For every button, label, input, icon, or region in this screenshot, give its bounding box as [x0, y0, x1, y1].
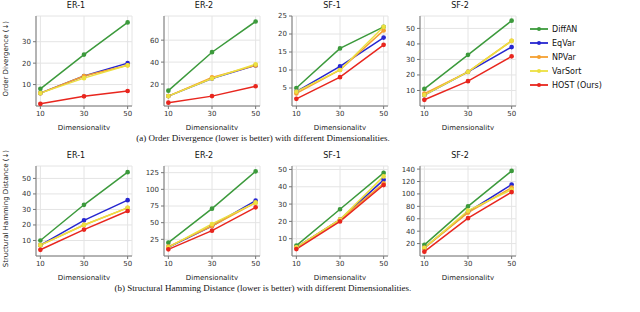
svg-text:40: 40 — [406, 228, 415, 236]
svg-text:Dimensionality: Dimensionality — [186, 124, 238, 130]
svg-text:Dimensionality: Dimensionality — [58, 124, 110, 130]
svg-text:20: 20 — [406, 71, 415, 79]
html-text:ER-1: ER-1 — [66, 151, 86, 160]
svg-text:50: 50 — [379, 110, 388, 118]
svg-text:50: 50 — [406, 25, 415, 33]
svg-text:10: 10 — [164, 110, 173, 118]
html-text:DiffAN: DiffAN — [552, 24, 578, 34]
svg-text:40: 40 — [406, 40, 415, 48]
svg-text:20: 20 — [150, 81, 159, 89]
svg-text:40: 40 — [150, 59, 159, 67]
svg-text:10: 10 — [164, 260, 173, 268]
svg-text:Dimensionality: Dimensionality — [314, 274, 366, 280]
html-text:HOST (Ours): HOST (Ours) — [552, 80, 602, 90]
svg-text:50: 50 — [507, 260, 516, 268]
svg-text:120: 120 — [402, 178, 415, 186]
svg-text:30: 30 — [336, 110, 345, 118]
svg-text:10: 10 — [22, 81, 31, 89]
svg-text:40: 40 — [22, 190, 31, 198]
svg-text:10: 10 — [22, 237, 31, 245]
svg-text:50: 50 — [251, 260, 260, 268]
svg-text:140: 140 — [402, 166, 415, 174]
svg-text:100: 100 — [146, 186, 159, 194]
html-text:EqVar: EqVar — [552, 38, 576, 48]
html-text:NPVar: NPVar — [552, 52, 576, 62]
svg-text:30: 30 — [406, 56, 415, 64]
html-text:(b) Structural Hamming Distanc: (b) Structural Hamming Distance (lower i… — [114, 283, 412, 293]
svg-text:10: 10 — [292, 110, 301, 118]
svg-text:30: 30 — [22, 206, 31, 214]
svg-text:30: 30 — [208, 260, 217, 268]
svg-text:30: 30 — [80, 110, 89, 118]
svg-text:15: 15 — [278, 48, 287, 56]
svg-text:50: 50 — [507, 110, 516, 118]
svg-text:50: 50 — [123, 260, 132, 268]
svg-text:10: 10 — [420, 110, 429, 118]
svg-text:20: 20 — [22, 221, 31, 229]
svg-text:Dimensionality: Dimensionality — [442, 274, 494, 280]
svg-text:100: 100 — [402, 190, 415, 198]
html-text:VarSort: VarSort — [552, 66, 582, 76]
svg-text:60: 60 — [150, 37, 159, 45]
svg-text:10: 10 — [278, 66, 287, 74]
html-text:SF-2: SF-2 — [451, 151, 469, 160]
html-text:SF-1: SF-1 — [323, 151, 341, 160]
svg-text:10: 10 — [36, 110, 45, 118]
svg-text:50: 50 — [22, 175, 31, 183]
svg-text:25: 25 — [278, 12, 287, 20]
svg-text:30: 30 — [336, 260, 345, 268]
svg-text:25: 25 — [150, 236, 159, 244]
svg-text:60: 60 — [406, 215, 415, 223]
svg-text:5: 5 — [283, 84, 287, 92]
svg-text:30: 30 — [278, 201, 287, 209]
svg-text:125: 125 — [146, 169, 159, 177]
svg-text:Dimensionality: Dimensionality — [186, 274, 238, 280]
svg-text:50: 50 — [123, 110, 132, 118]
svg-text:Dimensionality: Dimensionality — [442, 124, 494, 130]
html-text:SF-1: SF-1 — [323, 1, 341, 10]
svg-text:20: 20 — [22, 60, 31, 68]
html-text:ER-1: ER-1 — [66, 1, 86, 10]
html-text:ER-2: ER-2 — [194, 151, 214, 160]
html-text:(a) Order Divergence (lower is: (a) Order Divergence (lower is better) w… — [136, 133, 390, 143]
svg-text:10: 10 — [406, 87, 415, 95]
svg-text:30: 30 — [464, 110, 473, 118]
html-text:ER-2: ER-2 — [194, 1, 214, 10]
svg-text:80: 80 — [406, 203, 415, 211]
svg-text:30: 30 — [22, 38, 31, 46]
svg-text:20: 20 — [278, 218, 287, 226]
svg-text:30: 30 — [80, 260, 89, 268]
html-text:Structural Hamming Distance (↓: Structural Hamming Distance (↓) — [2, 150, 10, 268]
svg-text:Dimensionality: Dimensionality — [314, 124, 366, 130]
svg-text:50: 50 — [278, 166, 287, 174]
html-text:Order Divergence (↓): Order Divergence (↓) — [2, 21, 10, 97]
svg-text:40: 40 — [278, 183, 287, 191]
svg-text:50: 50 — [150, 219, 159, 227]
svg-text:30: 30 — [208, 110, 217, 118]
svg-text:50: 50 — [251, 110, 260, 118]
svg-text:10: 10 — [278, 235, 287, 243]
svg-text:10: 10 — [292, 260, 301, 268]
svg-text:10: 10 — [36, 260, 45, 268]
svg-text:20: 20 — [406, 240, 415, 248]
svg-text:10: 10 — [420, 260, 429, 268]
svg-text:20: 20 — [278, 30, 287, 38]
svg-text:50: 50 — [379, 260, 388, 268]
svg-text:75: 75 — [150, 202, 159, 210]
html-text:SF-2: SF-2 — [451, 1, 469, 10]
svg-text:Dimensionality: Dimensionality — [58, 274, 110, 280]
svg-text:30: 30 — [464, 260, 473, 268]
